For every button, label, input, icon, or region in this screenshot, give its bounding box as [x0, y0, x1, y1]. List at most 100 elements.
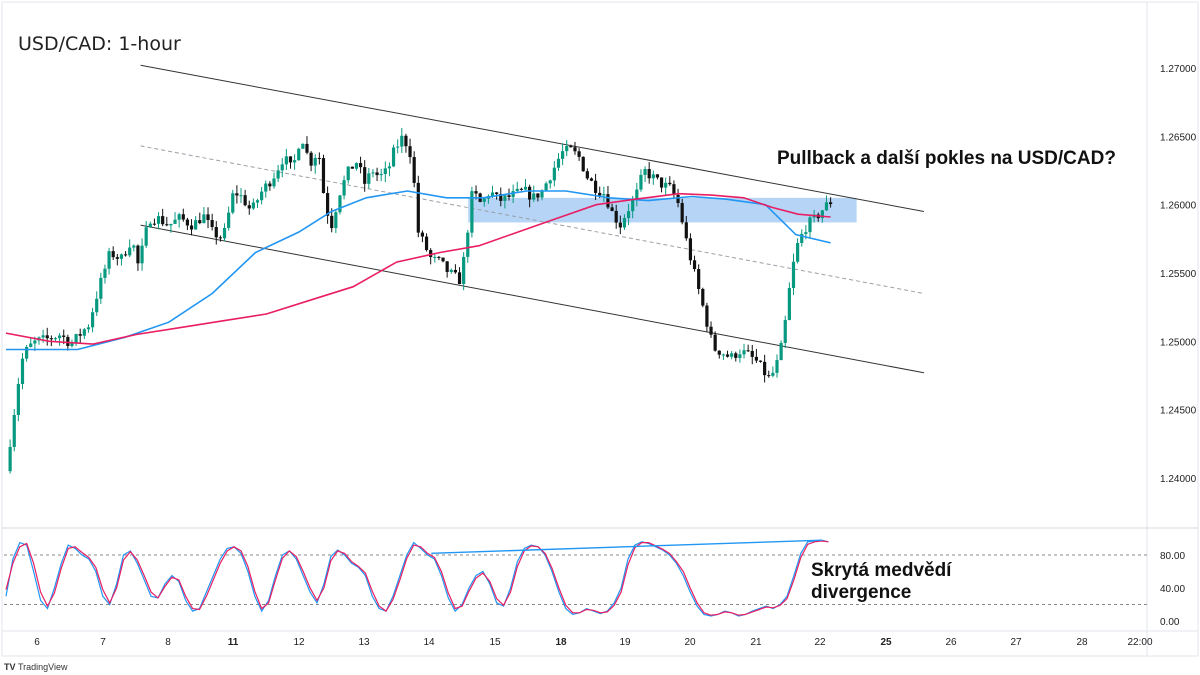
price-tick-label: 1.26000 — [1160, 201, 1197, 212]
candle-body — [227, 212, 231, 228]
candle-body — [404, 135, 408, 147]
candle-body — [317, 157, 321, 159]
time-tick-label: 14 — [423, 637, 435, 648]
stochastic-d-line — [5, 540, 829, 616]
candle-body — [664, 182, 668, 188]
candle-body — [107, 251, 111, 269]
oscillator-tick-label: 80.00 — [1160, 551, 1185, 562]
time-tick-label: 15 — [489, 637, 501, 648]
time-tick-label: 21 — [750, 637, 762, 648]
candle-body — [280, 164, 284, 171]
candle-body — [264, 183, 268, 192]
candle-body — [189, 225, 194, 230]
candle-body — [268, 183, 272, 187]
candle-body — [239, 195, 243, 197]
moving-average-blue — [6, 190, 831, 351]
candle-body — [758, 360, 763, 362]
candle-body — [424, 236, 429, 251]
candle-body — [511, 191, 515, 198]
candle-body — [503, 195, 507, 201]
time-tick-label: 20 — [684, 637, 696, 648]
candle-body — [552, 167, 556, 181]
candle-body — [148, 223, 152, 228]
candle-body — [123, 254, 128, 256]
candle-body — [688, 238, 693, 261]
candle-body — [206, 214, 210, 221]
candle-body — [651, 174, 655, 179]
moving-averages — [5, 190, 831, 351]
candle-body — [111, 251, 115, 258]
candle-body — [20, 358, 25, 385]
candle-body — [321, 158, 326, 194]
candle-body — [119, 254, 124, 259]
candle-body — [730, 353, 734, 357]
oscillator-tick-label: 0.00 — [1160, 617, 1180, 628]
time-tick-label: 18 — [555, 637, 567, 648]
candle-body — [614, 210, 618, 223]
candle-body — [577, 151, 581, 157]
candle-body — [565, 146, 569, 152]
candle-body — [804, 232, 808, 234]
candle-body — [655, 174, 660, 178]
candle-body — [90, 312, 95, 328]
time-tick-label: 27 — [1010, 637, 1022, 648]
candle-body — [429, 250, 433, 257]
candle-body — [288, 156, 293, 163]
candle-body — [536, 193, 540, 198]
channel-line — [140, 64, 925, 212]
candle-body — [684, 222, 688, 239]
candle-body — [639, 174, 643, 190]
candle-body — [763, 361, 767, 376]
candle-body — [29, 343, 33, 347]
candle-body — [697, 269, 701, 289]
candle-body — [276, 170, 280, 179]
candle-body — [45, 335, 49, 339]
candle-body — [796, 242, 800, 262]
candle-body — [680, 203, 684, 223]
candle-body — [676, 194, 680, 204]
candle-body — [338, 195, 342, 213]
price-tick-label: 1.24500 — [1160, 406, 1197, 417]
candle-body — [791, 261, 796, 288]
candle-body — [202, 214, 206, 224]
candle-body — [721, 354, 726, 356]
candle-body — [350, 166, 354, 169]
candle-body — [569, 146, 573, 148]
candle-body — [144, 227, 148, 246]
candle-body — [519, 188, 523, 190]
divergence-line — [431, 539, 822, 555]
candle-body — [305, 143, 309, 153]
candle-body — [808, 217, 812, 233]
candle-body — [457, 272, 462, 285]
price-tick-label: 1.25500 — [1160, 269, 1197, 280]
candle-body — [78, 334, 82, 336]
candle-body — [408, 146, 412, 158]
candle-body — [375, 172, 379, 176]
candle-body — [396, 146, 400, 148]
candle-body — [165, 224, 169, 226]
candle-body — [140, 245, 144, 264]
candle-body — [363, 167, 367, 184]
candle-body — [672, 184, 676, 195]
candle-body — [606, 194, 610, 208]
candle-body — [218, 237, 222, 239]
support-resistance-zone — [468, 197, 857, 223]
candle-body — [829, 202, 833, 205]
candle-body — [717, 350, 721, 355]
candle-body — [82, 329, 86, 336]
candle-body — [33, 340, 37, 344]
candle-body — [198, 220, 202, 224]
candle-body — [771, 372, 775, 376]
candle-body — [62, 335, 66, 337]
time-tick-label: 22:00 — [1127, 637, 1152, 648]
candle-body — [325, 193, 330, 216]
candle-body — [523, 186, 528, 190]
candle-body — [528, 186, 532, 200]
candle-body — [499, 193, 503, 201]
candle-body — [16, 384, 20, 415]
candle-body — [713, 334, 717, 351]
time-tick-label: 22 — [814, 637, 826, 648]
time-tick-label: 26 — [945, 637, 957, 648]
candle-body — [709, 326, 713, 335]
